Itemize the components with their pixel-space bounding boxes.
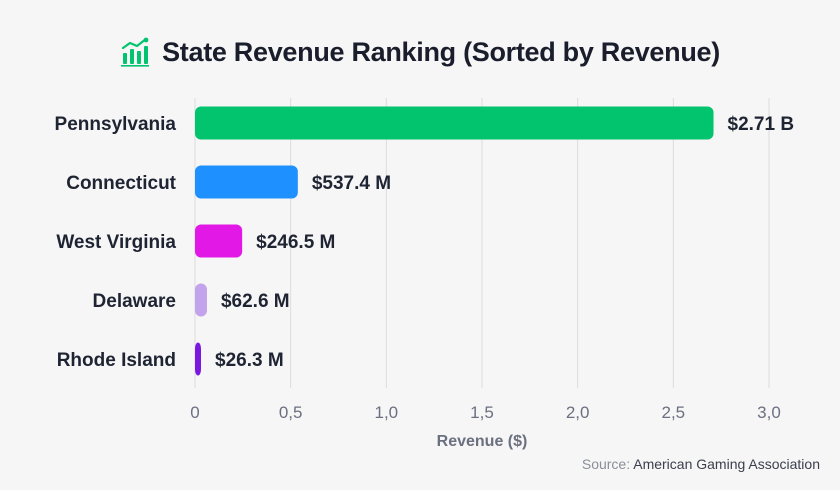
x-tick-label: 0 [190,403,199,422]
source-prefix: Source: [581,456,634,472]
x-tick-label: 1,5 [470,403,494,422]
labels: 0 0,5 1,0 1,5 2,0 2,5 3,0 Pennsylvania $2.71 B Co… [55,114,795,422]
value-label: $2.71 B [728,114,795,135]
value-label: $62.6 M [221,291,290,312]
chart-title: State Revenue Ranking (Sorted by Revenue… [162,36,720,67]
x-tick-label: 3,0 [757,403,781,422]
growth-chart-icon [121,37,150,67]
x-tick-label: 0,5 [279,403,303,422]
category-label: Connecticut [66,173,176,194]
category-label: Rhode Island [57,350,176,371]
category-label: Delaware [93,291,176,312]
bars [195,106,714,376]
source-note: Source: American Gaming Association [582,456,820,472]
bar [195,165,298,199]
value-label: $537.4 M [312,173,391,194]
bar [195,106,714,140]
bar [195,283,207,317]
value-label: $246.5 M [256,232,335,253]
category-label: Pennsylvania [55,114,177,135]
chart-header: State Revenue Ranking (Sorted by Revenue… [0,30,840,74]
category-label: West Virginia [56,232,176,253]
x-tick-label: 2,0 [566,403,590,422]
x-axis-title: Revenue ($) [437,433,528,450]
x-tick-label: 1,0 [375,403,399,422]
source-name: American Gaming Association [633,456,820,472]
bar [195,342,201,376]
bar [195,224,243,258]
x-tick-label: 2,5 [662,403,686,422]
value-label: $26.3 M [215,350,284,371]
